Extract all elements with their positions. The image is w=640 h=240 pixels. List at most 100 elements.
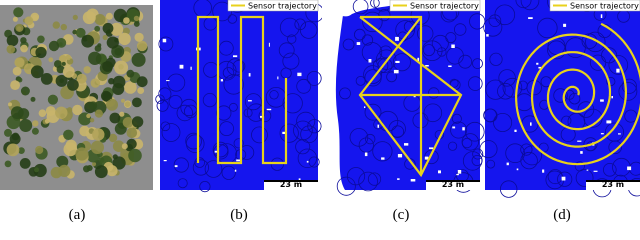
tree-outline [488, 14, 502, 28]
caption: (c) [393, 207, 410, 223]
tree [58, 42, 63, 47]
tree-outline [306, 71, 322, 86]
gap [425, 65, 429, 67]
gap [451, 44, 455, 48]
caption: (d) [553, 207, 571, 223]
caption: (b) [230, 207, 248, 223]
tree-outline [378, 9, 391, 22]
tree-outline [431, 34, 449, 52]
tree-outline [575, 168, 594, 187]
tree-outline [278, 42, 295, 59]
tree [75, 27, 86, 38]
tree-outline [177, 178, 188, 189]
tree [60, 23, 67, 31]
tree [19, 119, 33, 132]
gap [516, 168, 519, 171]
tree-outline [437, 47, 447, 57]
tree [97, 43, 102, 48]
tree [90, 78, 101, 88]
tree-outline [483, 108, 498, 123]
tree-outline [158, 87, 172, 101]
gap [410, 179, 416, 182]
tree [112, 156, 126, 170]
tree [102, 61, 113, 72]
gap [580, 151, 583, 154]
tree [6, 143, 20, 157]
tree-outline [269, 90, 279, 100]
tree-outline [365, 133, 376, 145]
tree-outline [458, 54, 473, 69]
gap [577, 140, 582, 142]
tree [20, 44, 28, 53]
gap [234, 169, 237, 172]
tree [18, 147, 25, 155]
tree-outline [296, 111, 316, 131]
gap [563, 23, 567, 27]
tree-outline [489, 52, 503, 66]
tree [91, 162, 97, 167]
tree [37, 35, 45, 44]
tree-outline [293, 120, 313, 141]
tree-outline [358, 171, 378, 192]
tree-outline [577, 101, 595, 118]
tree-outline [282, 93, 303, 114]
tree-outline [363, 65, 383, 84]
tree [126, 127, 138, 139]
tree [20, 37, 27, 44]
tree [90, 140, 104, 154]
tree [134, 32, 144, 42]
gap [368, 59, 372, 63]
tree-outline [173, 157, 189, 173]
tree-outline [446, 46, 464, 65]
tree [88, 51, 102, 65]
gap [530, 122, 532, 126]
legend-box [227, 0, 319, 12]
gap [456, 173, 459, 176]
tree-outline [361, 34, 374, 46]
tree [32, 14, 39, 21]
tree-outline [624, 109, 638, 123]
legend-box [549, 0, 640, 12]
tree-outline [221, 165, 236, 180]
gap [248, 100, 252, 102]
tree-outline [608, 55, 629, 75]
tree [94, 109, 103, 118]
scale-bar: 23 m [264, 180, 318, 190]
tree [30, 96, 36, 102]
tree [94, 165, 108, 179]
tree-outline [469, 13, 486, 30]
tree-outline [421, 40, 443, 62]
scale-bar: 23 m [586, 180, 640, 190]
tree [131, 52, 146, 67]
empty-region [322, 0, 410, 18]
tree-outline [372, 141, 393, 162]
tree-outline [467, 76, 483, 91]
scale-box [426, 180, 480, 190]
tree-outline [346, 167, 366, 186]
tree-outline [520, 0, 540, 11]
tree-outline [565, 37, 586, 58]
tree-outline [167, 73, 186, 92]
tree [112, 83, 125, 95]
tree [105, 12, 113, 20]
gap [268, 42, 270, 47]
trajectory [358, 15, 463, 178]
tree-outline [294, 18, 307, 31]
tree [86, 113, 91, 119]
tree-outline [279, 17, 300, 38]
tree [32, 120, 39, 127]
tree [10, 80, 20, 90]
tree-outline [608, 140, 622, 155]
tree-outline [160, 121, 171, 132]
tree-outline [339, 87, 351, 100]
scale-box [586, 180, 640, 190]
tree-outline [472, 58, 483, 69]
gap [600, 133, 604, 135]
tree [82, 11, 96, 25]
tree [114, 122, 127, 135]
tree [20, 86, 30, 96]
tree [123, 17, 130, 24]
gap [561, 176, 566, 181]
tree-outline [502, 77, 523, 98]
tree [76, 73, 87, 84]
